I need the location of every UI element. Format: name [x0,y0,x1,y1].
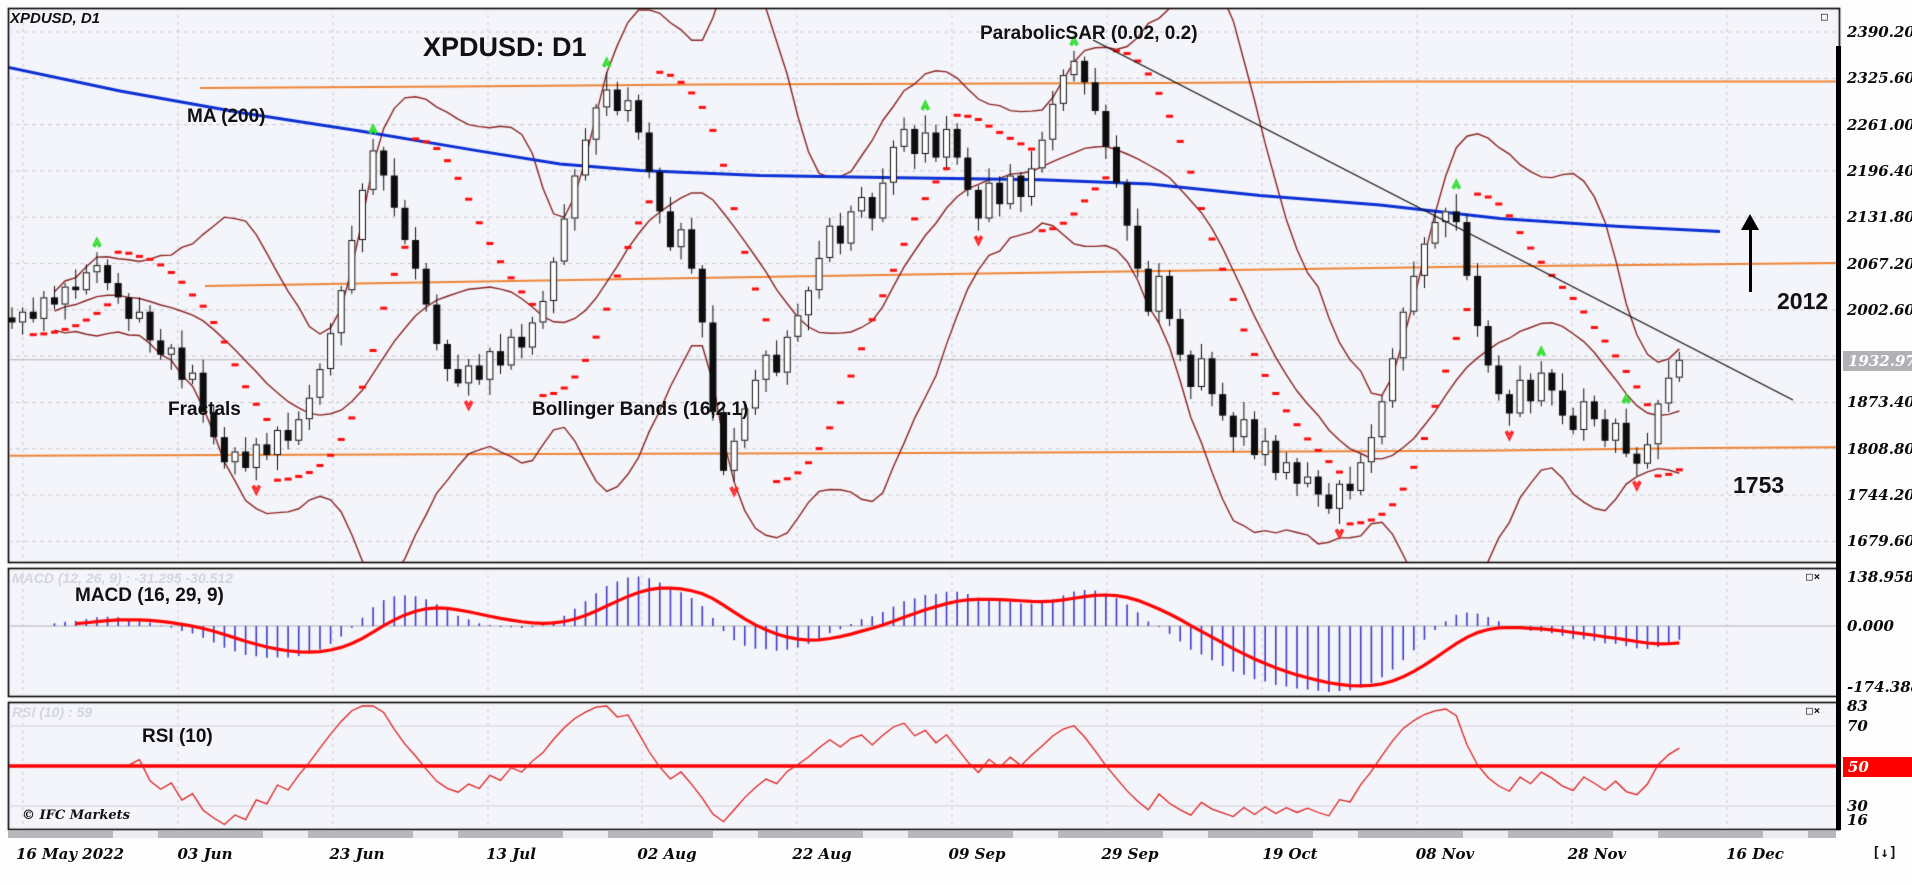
macd-tick: 0.000 [1847,617,1894,635]
rsi-tick: 83 [1847,697,1868,715]
rsi-indicator-label: RSI (10) [142,726,213,747]
date-label: 16 May 2022 [15,845,125,863]
macd-minimize-icon[interactable]: □ [1806,570,1814,583]
parabolic-sar-label: ParabolicSAR (0.02, 0.2) [980,23,1198,44]
date-label: 08 Nov [1415,845,1475,863]
bollinger-label: Bollinger Bands (16,2.1) [532,399,749,420]
date-label: 19 Oct [1262,845,1318,863]
fractals-label: Fractals [168,399,241,420]
date-label: 22 Aug [792,845,852,863]
rsi-tick: 30 [1847,797,1868,815]
date-label: 13 Jul [486,845,536,863]
price-tick: 2196.40 [1847,161,1912,180]
resistance-annotation: 2012 [1777,288,1829,314]
macd-tick: -174.388 [1847,678,1912,697]
rsi-watermark-label: RSI (10) : 59 [12,704,93,720]
price-tick: 1744.20 [1847,486,1912,505]
chart-title: XPDUSD: D1 [423,32,587,62]
symbol-timeframe-label: XPDUSD, D1 [10,10,101,27]
date-label: 03 Jun [177,845,233,863]
support-annotation: 1753 [1733,472,1785,498]
price-tick: 2325.60 [1847,69,1912,88]
macd-tick: 138.958 [1847,568,1912,587]
price-axis-divider [1836,46,1841,830]
price-tick: 2390.20 [1847,23,1912,41]
ma-indicator-label: MA (200) [187,106,266,127]
rsi-tick: 70 [1847,717,1868,735]
date-label: 09 Sep [948,845,1006,863]
macd-indicator-label: MACD (16, 29, 9) [75,585,224,606]
price-tick: 2067.20 [1847,254,1912,273]
minimize-icon[interactable]: □ [1821,10,1829,23]
date-label: 02 Aug [637,845,697,863]
scroll-to-end-icon[interactable]: [↓] [1872,845,1898,861]
horizontal-scrollbar[interactable] [8,831,1836,838]
price-tick: 2002.60 [1847,300,1912,319]
macd-window-buttons: □× [1806,570,1821,583]
date-label: 16 Dec [1726,845,1784,863]
rsi-close-icon[interactable]: × [1813,704,1822,717]
price-tick: 1873.40 [1847,393,1912,412]
date-label: 29 Sep [1101,845,1159,863]
copyright-label: © IFC Markets [22,808,130,823]
rsi-window-buttons: □× [1806,704,1821,717]
rsi-mid-level-tag: 50 [1843,757,1912,777]
macd-close-icon[interactable]: × [1813,570,1822,583]
rsi-minimize-icon[interactable]: □ [1806,704,1814,717]
price-tick: 1808.80 [1847,439,1912,458]
price-tick: 2131.80 [1847,208,1912,227]
rsi-tick: 16 [1847,811,1868,829]
price-tick: 2261.00 [1847,115,1912,134]
current-price-tag: 1932.97 [1843,350,1912,371]
price-tick: 1679.60 [1847,532,1912,551]
date-label: 28 Nov [1567,845,1627,863]
macd-watermark-label: MACD (12, 26, 9) : -31.295 -30.512 [12,570,233,586]
date-label: 23 Jun [329,845,385,863]
